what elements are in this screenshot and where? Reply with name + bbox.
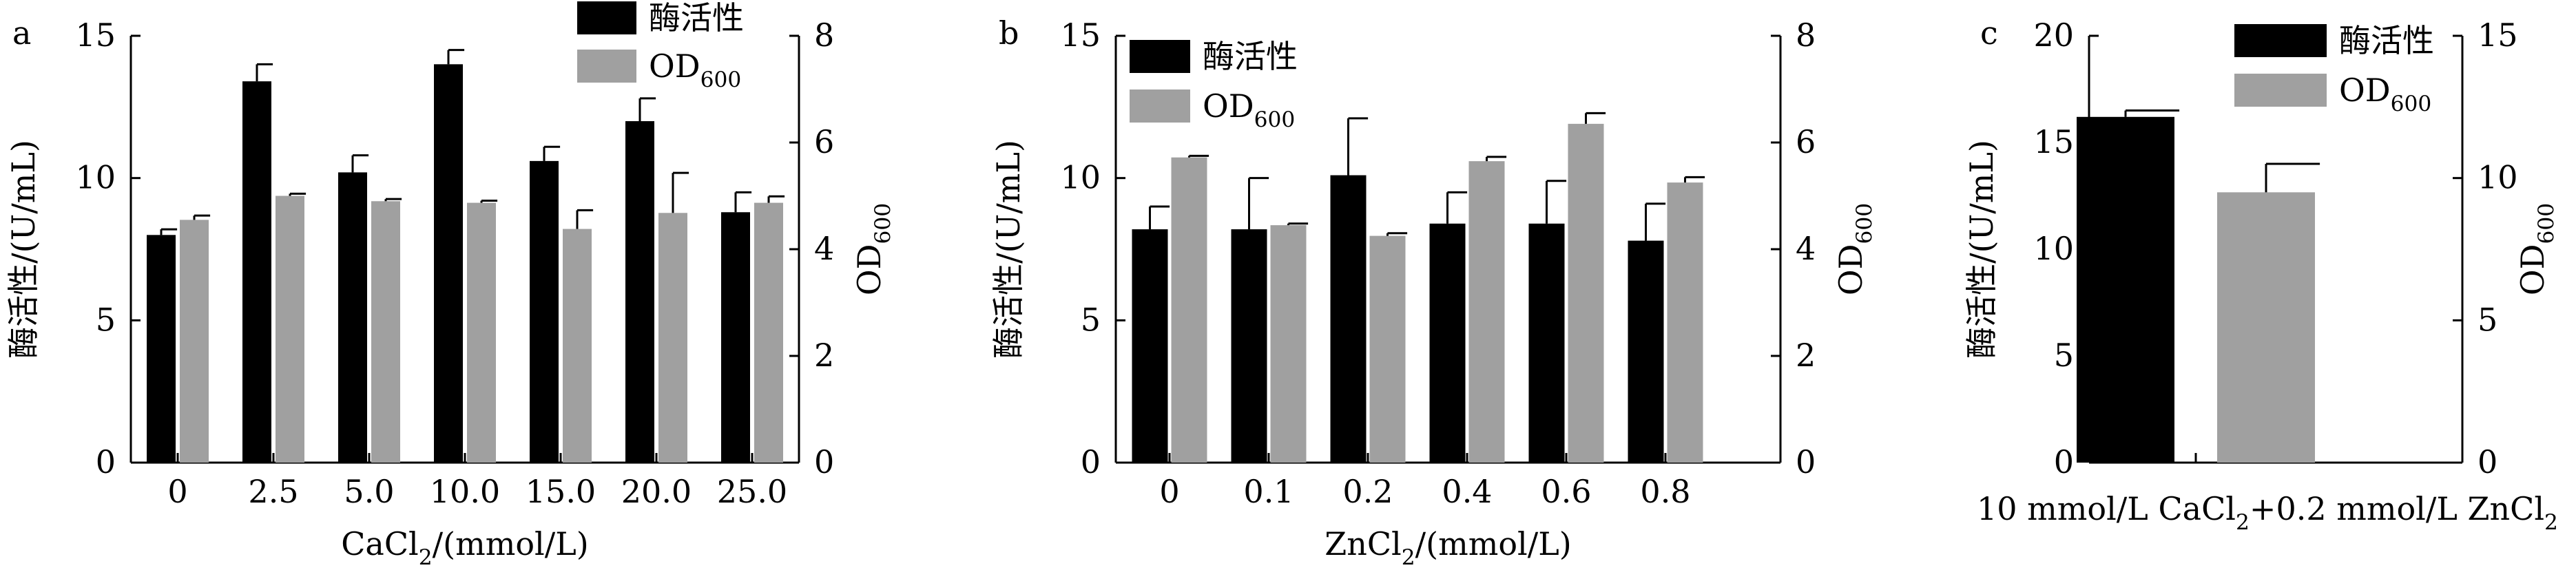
y-tick-label-right: 8: [814, 17, 834, 54]
x-tick-label: 25.0: [717, 473, 787, 510]
x-axis-label: ZnCl2/(mmol/L): [1325, 525, 1572, 570]
x-tick-label: 0: [1159, 473, 1179, 510]
x-tick-label: 0.2: [1342, 473, 1393, 510]
y-tick-label-right: 10: [2478, 159, 2518, 196]
x-tick-label: 0.6: [1541, 473, 1591, 510]
bar-od600: [754, 202, 783, 463]
y-tick-label-right: 0: [2478, 443, 2497, 481]
legend-label: OD600: [1203, 87, 1295, 132]
legend-label: OD600: [2339, 72, 2431, 116]
y-tick-label-right: 4: [814, 230, 834, 267]
bar-od600: [1270, 225, 1307, 463]
bar-od600: [1667, 182, 1703, 463]
bar-od600: [1171, 157, 1207, 463]
x-axis-label: CaCl2/(mmol/L): [341, 525, 589, 570]
y-tick-label-right: 2: [1796, 337, 1816, 374]
bar-activity: [1132, 229, 1168, 463]
bar-activity: [1429, 223, 1466, 463]
bar-activity: [1628, 240, 1664, 463]
bar-activity: [1330, 175, 1367, 463]
bar-activity: [242, 81, 271, 463]
legend-label: 酶活性: [1203, 38, 1298, 75]
y-tick-label-left: 10: [75, 159, 116, 196]
y-tick-label-right: 5: [2478, 301, 2497, 338]
legend-swatch: [2234, 24, 2327, 57]
legend-label: 酶活性: [649, 0, 744, 36]
y-axis-label-right: OD600: [1832, 203, 1877, 295]
y-tick-label-left: 5: [1081, 301, 1101, 338]
y-tick-label-right: 8: [1796, 17, 1816, 54]
chart-panel-b: b 0 5 10 15 0 2 4 6 8 0 0.1 0.2 0.4 0.6 0.8 ZnCl2/(mmol/…: [990, 14, 1877, 570]
bar-activity: [434, 64, 463, 463]
bar-activity: [625, 121, 654, 463]
y-tick-label-right: 4: [1796, 230, 1816, 267]
bar-od600: [563, 229, 592, 463]
y-tick-label-left: 0: [2054, 443, 2074, 481]
legend-label: OD600: [649, 48, 741, 92]
y-axis-label-left: 酶活性/(U/mL): [990, 140, 1027, 359]
chart-panel-c: c 0 5 10 15 20 0 5 10 15 10 mmol/L CaCl2+0.2 mmol/…: [1963, 14, 2559, 535]
bar-od600: [1468, 161, 1505, 463]
bar-od600: [1568, 123, 1604, 463]
y-tick-label-right: 6: [1796, 123, 1816, 160]
x-tick-label: 0: [167, 473, 187, 510]
x-tick-label: 15.0: [526, 473, 596, 510]
legend: 酶活性 OD600: [2234, 22, 2434, 116]
x-tick-label: 5.0: [344, 473, 394, 510]
y-axis-label-left: 酶活性/(U/mL): [1963, 140, 2000, 359]
y-tick-label-right: 0: [1796, 443, 1816, 481]
y-tick-label-right: 15: [2478, 17, 2518, 54]
y-tick-label-right: 2: [814, 337, 834, 374]
legend-swatch: [577, 1, 636, 34]
bar-activity: [338, 172, 367, 463]
bar-activity: [530, 160, 559, 463]
legend-swatch: [1130, 89, 1190, 123]
y-tick-label-left: 15: [1060, 17, 1101, 54]
bar-activity: [1231, 229, 1267, 463]
x-tick-label: 0.1: [1243, 473, 1294, 510]
panel-label: b: [999, 14, 1019, 52]
y-tick-label-left: 15: [2033, 123, 2074, 160]
bar-od600: [1369, 235, 1406, 463]
bar-od600: [467, 202, 496, 463]
y-tick-label-right: 0: [814, 443, 834, 481]
y-tick-label-left: 10: [1060, 159, 1101, 196]
panel-label: a: [12, 14, 31, 52]
bar-od600: [2217, 192, 2315, 463]
y-tick-label-right: 6: [814, 123, 834, 160]
legend-label: 酶活性: [2339, 22, 2434, 59]
bar-od600: [658, 213, 687, 463]
bar-activity: [721, 212, 750, 463]
x-tick-label: 0.8: [1640, 473, 1690, 510]
y-axis-label-left: 酶活性/(U/mL): [5, 140, 42, 359]
y-axis-label-right: OD600: [851, 203, 895, 295]
bar-od600: [276, 196, 304, 463]
bar-od600: [371, 201, 400, 463]
y-axis-label-right: OD600: [2514, 203, 2559, 295]
bar-activity: [1528, 223, 1565, 463]
y-tick-label-left: 0: [1081, 443, 1101, 481]
x-tick-label: 2.5: [248, 473, 298, 510]
y-tick-label-left: 10: [2033, 230, 2074, 267]
y-tick-label-left: 0: [96, 443, 116, 481]
legend-swatch: [577, 50, 636, 83]
x-tick-label: 10.0: [430, 473, 500, 510]
y-tick-label-left: 5: [2054, 337, 2074, 374]
y-tick-label-left: 5: [96, 301, 116, 338]
x-axis-label: 10 mmol/L CaCl2+0.2 mmol/L ZnCl2: [1977, 490, 2558, 535]
bar-activity: [2077, 116, 2174, 463]
legend: 酶活性 OD600: [1130, 38, 1298, 132]
panel-label: c: [1980, 14, 1998, 52]
legend: 酶活性 OD600: [577, 0, 744, 92]
legend-swatch: [2234, 74, 2327, 107]
bar-activity: [147, 235, 176, 463]
chart-panel-a: a 0 5 10 15 0 2 4 6 8 0 2.5 5.0 10.0 15.0 20.0 25.0 CaCl2…: [5, 0, 895, 570]
x-tick-label: 20.0: [621, 473, 692, 510]
legend-swatch: [1130, 40, 1190, 73]
bar-od600: [180, 220, 209, 463]
y-tick-label-left: 15: [75, 17, 116, 54]
y-tick-label-left: 20: [2033, 17, 2074, 54]
x-tick-label: 0.4: [1442, 473, 1492, 510]
